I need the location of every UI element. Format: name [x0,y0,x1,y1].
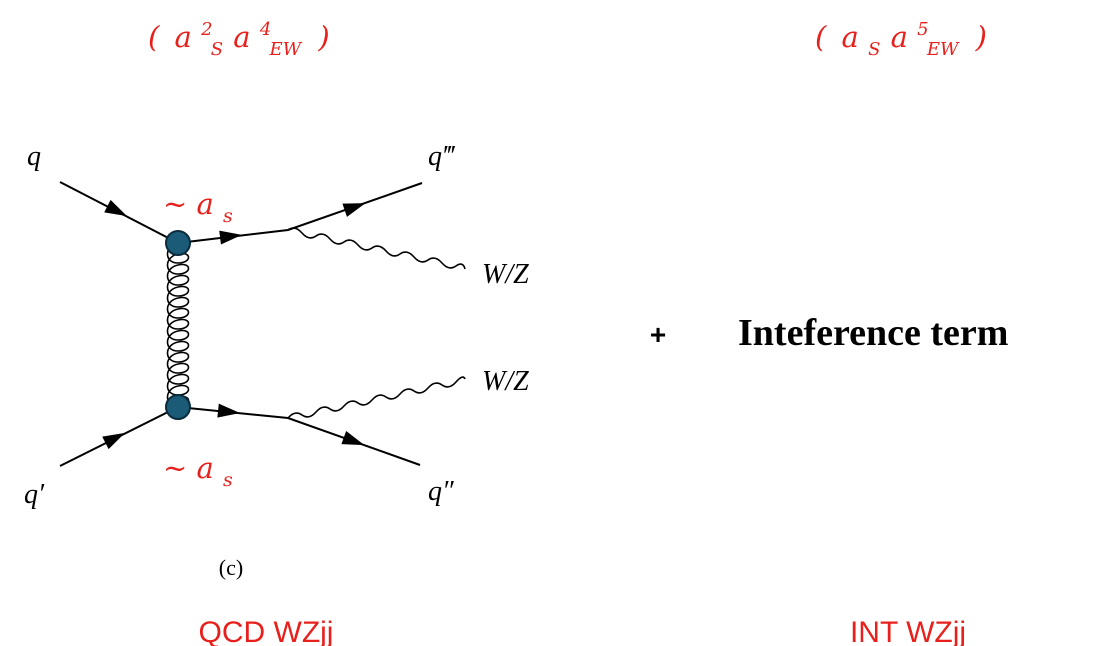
label-q-out-bottom: q″ [428,476,454,507]
left-coupling-order: ( a 2 S a 4 EW ) [148,8,330,62]
incoming-quark-top-arrow [104,199,131,223]
vertex-bottom-dot [165,394,191,420]
vertex-top-coupling-label: ~ a s [163,187,233,227]
gluon-line [166,242,190,407]
right-coupling-aew-superscript: 5 [917,19,928,40]
interference-term-label: Inteference term [738,312,1008,354]
right-coupling-as-subscript: S [868,39,880,60]
vertex-bottom-a: a [197,451,214,485]
right-coupling-aew-subscript: EW [926,39,960,60]
label-q-in-bottom: q′ [24,479,45,510]
outgoing-quark-bottom-arrow-2 [341,430,367,452]
boson-top-wavy-line [287,227,466,270]
left-coupling-as-superscript: 2 [200,19,212,40]
right-coupling-as: a [842,20,859,54]
left-coupling-aew: a [233,20,250,54]
footer-right-label: INT WZjj [850,616,966,646]
diagram-caption: (c) [219,555,243,580]
outgoing-quark-top-arrow-2 [342,196,368,217]
left-coupling-as-subscript: S [211,39,223,60]
vertex-top-dot [165,230,191,256]
left-coupling-aew-subscript: EW [268,39,302,60]
label-boson-bottom: W/Z [482,366,529,397]
right-coupling-order: ( a S a 5 EW ) [815,8,987,62]
boson-bottom-wavy-line [287,376,466,419]
plus-sign: + [650,319,666,350]
vertex-top-subscript: s [223,205,233,227]
left-coupling-aew-superscript: 4 [259,19,271,40]
incoming-quark-bottom-arrow [102,426,129,450]
right-coupling-close-paren: ) [975,20,987,54]
vertex-top-tilde: ~ [163,187,187,221]
vertex-top-a: a [197,187,214,221]
label-boson-top: W/Z [482,259,529,290]
vertex-bottom-subscript: s [223,469,233,491]
vertex-bottom-tilde: ~ [163,451,187,485]
footer-left-label: QCD WZjj [199,616,334,646]
vertex-bottom-coupling-label: ~ a s [163,451,233,491]
left-coupling-open-paren: ( [148,20,160,54]
outgoing-quark-bottom-arrow-1 [217,403,241,420]
right-coupling-open-paren: ( [815,20,827,54]
label-q-in-top: q [27,141,41,172]
left-coupling-close-paren: ) [317,20,329,54]
label-q-out-top: q‴ [428,141,456,172]
right-coupling-aew: a [891,20,908,54]
left-coupling-as: a [175,20,192,54]
